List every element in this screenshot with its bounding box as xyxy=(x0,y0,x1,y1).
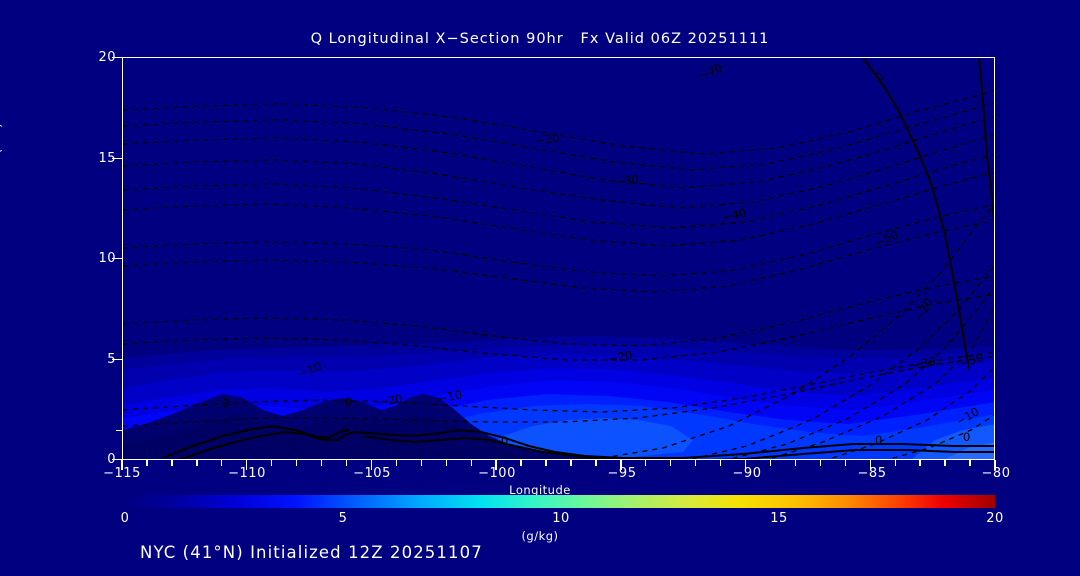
x-minor-tick xyxy=(470,460,472,466)
y-tick-5: 5 xyxy=(82,352,116,367)
x-minor-tick xyxy=(694,460,697,466)
x-minor-tick xyxy=(844,460,847,466)
moisture-contour-fill xyxy=(123,336,994,459)
x-tick--115: −115 xyxy=(103,466,141,481)
svg-text:−20: −20 xyxy=(534,131,560,148)
temperature-contours-dashed xyxy=(123,89,994,459)
plot-area: −20 −30 −40 −50 −70 −20 −30 −50 −10 −20 … xyxy=(122,57,995,460)
y-tick-15: 15 xyxy=(98,151,116,166)
x-minor-tick xyxy=(270,460,273,466)
colorbar-gradient xyxy=(122,495,995,508)
svg-text:−20: −20 xyxy=(377,392,403,409)
colorbar-tick-0: 0 xyxy=(120,511,130,526)
x-tick--90: −90 xyxy=(732,466,762,481)
y-major-tick xyxy=(112,57,122,59)
x-tick--100: −100 xyxy=(478,466,516,481)
footer-caption: NYC (41°N) Initialized 12Z 20251107 xyxy=(140,543,483,562)
svg-text:0: 0 xyxy=(345,395,352,409)
x-minor-tick xyxy=(645,460,647,466)
x-minor-tick xyxy=(570,460,572,466)
x-minor-tick xyxy=(719,460,722,466)
svg-text:−40: −40 xyxy=(721,206,747,224)
x-minor-tick xyxy=(146,460,148,466)
x-minor-tick xyxy=(395,460,398,466)
x-tick--105: −105 xyxy=(353,466,391,481)
x-minor-tick xyxy=(295,460,298,466)
y-major-tick xyxy=(112,258,122,260)
x-tick--80: −80 xyxy=(981,466,1011,481)
x-major-tick xyxy=(869,460,871,470)
y-minor-tick xyxy=(116,430,122,432)
svg-text:−30: −30 xyxy=(910,353,937,372)
x-minor-tick xyxy=(545,460,547,466)
x-minor-tick xyxy=(420,460,422,466)
y-major-tick xyxy=(112,359,122,361)
svg-text:0: 0 xyxy=(501,434,508,448)
x-minor-tick xyxy=(520,460,522,466)
x-minor-tick xyxy=(670,460,672,466)
x-major-tick xyxy=(994,460,996,470)
colorbar-units-label: (g/kg) xyxy=(521,529,559,543)
x-minor-tick xyxy=(969,460,971,466)
x-minor-tick xyxy=(944,460,946,466)
x-major-tick xyxy=(495,460,497,470)
svg-text:−20: −20 xyxy=(607,348,633,366)
x-major-tick xyxy=(620,460,622,470)
contour-labels: −20 −30 −40 −50 −70 −20 −30 −50 −10 −20 … xyxy=(222,61,985,448)
x-minor-tick xyxy=(819,460,822,466)
x-minor-tick xyxy=(595,460,597,466)
zero-isotherm-solid xyxy=(162,58,994,459)
svg-text:0: 0 xyxy=(963,430,970,444)
x-tick--85: −85 xyxy=(857,466,887,481)
x-major-tick xyxy=(121,460,123,470)
x-minor-tick xyxy=(221,460,223,466)
x-tick--110: −110 xyxy=(228,466,266,481)
x-major-tick xyxy=(246,460,248,470)
colorbar-tick-20: 20 xyxy=(986,511,1004,526)
y-axis-label: Altitude (km) xyxy=(0,122,3,212)
x-major-tick xyxy=(370,460,373,470)
x-minor-tick xyxy=(794,460,797,466)
x-axis-label: Longitude xyxy=(509,483,571,497)
x-minor-tick xyxy=(345,460,348,466)
x-minor-tick xyxy=(894,460,896,466)
x-minor-tick xyxy=(769,460,772,466)
colorbar-tick-10: 10 xyxy=(552,511,570,526)
x-minor-tick xyxy=(171,460,173,466)
x-major-tick xyxy=(744,460,747,470)
x-minor-tick xyxy=(445,460,447,466)
y-tick-20: 20 xyxy=(98,50,116,65)
x-minor-tick xyxy=(919,460,921,466)
svg-text:−30: −30 xyxy=(614,172,640,189)
x-minor-tick xyxy=(196,460,198,466)
svg-text:−10: −10 xyxy=(437,387,464,406)
x-tick--95: −95 xyxy=(607,466,637,481)
y-tick-0: 0 xyxy=(82,452,116,467)
colorbar-tick-5: 5 xyxy=(338,511,348,526)
y-major-tick xyxy=(112,158,122,160)
x-minor-tick xyxy=(320,460,323,466)
y-major-tick xyxy=(112,459,122,461)
colorbar[interactable] xyxy=(122,495,995,508)
chart-title: Q Longitudinal X−Section 90hr Fx Valid 0… xyxy=(310,31,770,47)
svg-text:0: 0 xyxy=(222,396,229,410)
cross-section-plot: −20 −30 −40 −50 −70 −20 −30 −50 −10 −20 … xyxy=(123,58,994,459)
y-tick-10: 10 xyxy=(98,251,116,266)
colorbar-tick-15: 15 xyxy=(770,511,788,526)
svg-text:0: 0 xyxy=(875,433,882,447)
